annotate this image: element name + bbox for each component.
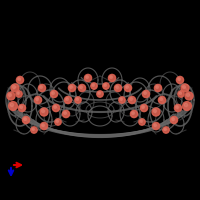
Circle shape bbox=[156, 86, 158, 88]
Circle shape bbox=[132, 112, 134, 114]
Circle shape bbox=[86, 76, 88, 78]
Circle shape bbox=[22, 116, 30, 124]
Circle shape bbox=[179, 92, 181, 94]
Circle shape bbox=[84, 74, 92, 82]
Circle shape bbox=[172, 118, 174, 120]
Circle shape bbox=[17, 92, 19, 94]
Circle shape bbox=[31, 127, 37, 133]
Circle shape bbox=[24, 118, 26, 120]
Circle shape bbox=[34, 96, 42, 104]
Circle shape bbox=[64, 96, 72, 104]
Circle shape bbox=[184, 103, 188, 107]
Circle shape bbox=[140, 120, 142, 122]
Circle shape bbox=[114, 84, 122, 92]
Circle shape bbox=[158, 96, 166, 104]
Circle shape bbox=[18, 78, 20, 80]
Circle shape bbox=[42, 124, 44, 126]
Circle shape bbox=[176, 76, 184, 84]
Circle shape bbox=[120, 98, 122, 100]
Circle shape bbox=[11, 84, 19, 92]
Circle shape bbox=[98, 92, 100, 94]
Circle shape bbox=[144, 92, 146, 94]
Circle shape bbox=[92, 84, 94, 86]
Circle shape bbox=[153, 109, 157, 113]
Circle shape bbox=[154, 84, 162, 92]
Circle shape bbox=[66, 98, 68, 100]
Circle shape bbox=[36, 98, 38, 100]
Circle shape bbox=[142, 106, 144, 108]
Circle shape bbox=[174, 104, 182, 112]
Circle shape bbox=[97, 91, 103, 97]
Circle shape bbox=[110, 76, 112, 78]
Circle shape bbox=[182, 85, 186, 89]
Circle shape bbox=[116, 86, 118, 88]
Circle shape bbox=[32, 128, 34, 130]
Circle shape bbox=[139, 119, 145, 125]
Circle shape bbox=[16, 91, 22, 97]
Circle shape bbox=[163, 127, 169, 133]
Circle shape bbox=[40, 122, 48, 130]
Circle shape bbox=[76, 98, 78, 100]
Circle shape bbox=[54, 106, 56, 108]
Circle shape bbox=[52, 92, 54, 94]
Circle shape bbox=[10, 103, 14, 107]
Circle shape bbox=[160, 98, 162, 100]
Circle shape bbox=[70, 86, 72, 88]
Circle shape bbox=[38, 84, 46, 92]
Circle shape bbox=[40, 86, 42, 88]
Circle shape bbox=[40, 108, 48, 116]
Circle shape bbox=[142, 90, 150, 98]
Circle shape bbox=[68, 84, 76, 92]
Circle shape bbox=[108, 74, 116, 82]
Circle shape bbox=[91, 83, 97, 89]
Circle shape bbox=[55, 119, 61, 125]
Circle shape bbox=[140, 104, 148, 112]
Circle shape bbox=[178, 91, 184, 97]
Circle shape bbox=[130, 110, 138, 118]
Circle shape bbox=[50, 90, 58, 98]
Circle shape bbox=[154, 124, 156, 126]
Circle shape bbox=[9, 102, 17, 110]
Circle shape bbox=[78, 84, 86, 92]
Circle shape bbox=[119, 97, 125, 103]
Circle shape bbox=[124, 84, 132, 92]
Circle shape bbox=[56, 120, 58, 122]
Circle shape bbox=[176, 106, 178, 108]
Circle shape bbox=[75, 97, 81, 103]
Circle shape bbox=[7, 92, 15, 100]
Circle shape bbox=[104, 84, 106, 86]
Circle shape bbox=[185, 92, 193, 100]
Circle shape bbox=[170, 116, 178, 124]
Circle shape bbox=[62, 110, 70, 118]
Circle shape bbox=[186, 93, 190, 97]
Circle shape bbox=[181, 84, 189, 92]
Circle shape bbox=[152, 108, 160, 116]
Circle shape bbox=[8, 93, 12, 97]
Circle shape bbox=[18, 104, 26, 112]
Circle shape bbox=[16, 76, 24, 84]
Circle shape bbox=[126, 86, 128, 88]
Circle shape bbox=[183, 102, 191, 110]
Circle shape bbox=[80, 86, 82, 88]
Circle shape bbox=[41, 109, 45, 113]
Circle shape bbox=[103, 83, 109, 89]
Circle shape bbox=[64, 112, 66, 114]
Circle shape bbox=[52, 104, 60, 112]
Circle shape bbox=[20, 106, 22, 108]
Circle shape bbox=[152, 122, 160, 130]
Circle shape bbox=[178, 78, 180, 80]
Circle shape bbox=[128, 96, 136, 104]
Circle shape bbox=[12, 85, 16, 89]
Circle shape bbox=[130, 98, 132, 100]
Circle shape bbox=[164, 128, 166, 130]
